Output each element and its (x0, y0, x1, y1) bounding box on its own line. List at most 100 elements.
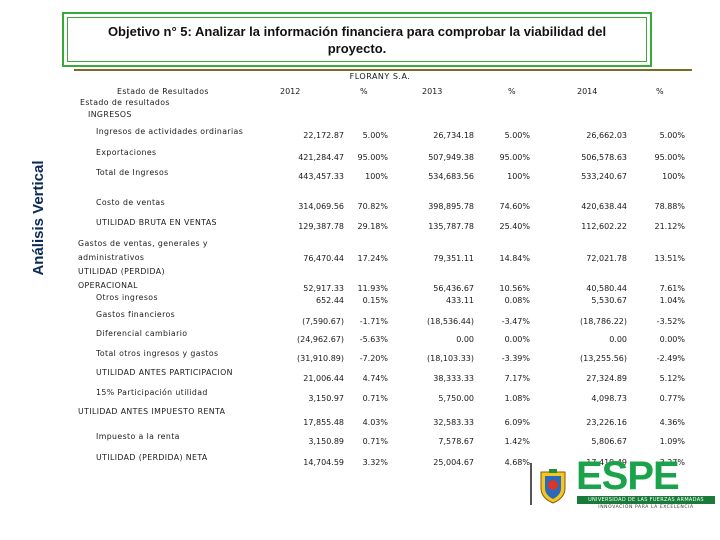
cell-p2013: 10.56% (499, 284, 530, 293)
cell-v2012: 14,704.59 (303, 458, 344, 467)
cell-v2013: 7,578.67 (438, 437, 474, 446)
cell-p2012: 5.00% (362, 131, 388, 140)
cell-v2012: (24,962.67) (297, 335, 344, 344)
cell-p2014: 21.12% (654, 222, 685, 231)
cell-p2013: 0.08% (504, 296, 530, 305)
cell-p2012: 0.15% (362, 296, 388, 305)
cell-p2013: 1.42% (504, 437, 530, 446)
cell-p2013: 6.09% (504, 418, 530, 427)
cell-v2014: 533,240.67 (581, 172, 627, 181)
cell-v2012: (31,910.89) (297, 354, 344, 363)
row-label: 15% Participación utilidad (96, 388, 208, 397)
table-top-rule (74, 69, 692, 71)
cell-p2012: -5.63% (359, 335, 388, 344)
cell-p2013: 1.08% (504, 394, 530, 403)
cell-p2014: 5.00% (659, 131, 685, 140)
cell-v2013: (18,103.33) (427, 354, 474, 363)
cell-p2013: -3.47% (501, 317, 530, 326)
cell-v2014: (13,255.56) (580, 354, 627, 363)
row-label: UTILIDAD BRUTA EN VENTAS (96, 218, 217, 227)
cell-v2012: 22,172.87 (303, 131, 344, 140)
cell-v2013: 25,004.67 (433, 458, 474, 467)
logo-divider (530, 463, 532, 505)
cell-v2013: 56,436.67 (433, 284, 474, 293)
subheader-estado-resultados: Estado de Resultados (117, 87, 209, 96)
col-header-2014: 2014 (577, 87, 598, 96)
cell-v2013: 398,895.78 (428, 202, 474, 211)
cell-v2013: 38,333.33 (433, 374, 474, 383)
cell-v2013: 26,734.18 (433, 131, 474, 140)
cell-p2014: 0.77% (659, 394, 685, 403)
page-title: Objetivo n° 5: Analizar la información f… (107, 23, 607, 56)
cell-p2012: 3.32% (362, 458, 388, 467)
cell-v2012: 3,150.97 (308, 394, 344, 403)
cell-v2012: 421,284.47 (298, 153, 344, 162)
section-ingresos: INGRESOS (88, 110, 132, 119)
row-label: UTILIDAD (PERDIDA) NETA (96, 453, 208, 462)
cell-v2013: 5,750.00 (438, 394, 474, 403)
cell-v2013: 0.00 (456, 335, 474, 344)
col-header-pct-2013: % (508, 87, 516, 96)
col-header-2012: 2012 (280, 87, 301, 96)
cell-p2013: 25.40% (499, 222, 530, 231)
cell-v2012: 52,917.33 (303, 284, 344, 293)
row-label: UTILIDAD ANTES IMPUESTO RENTA (78, 407, 226, 416)
row-label: UTILIDAD (PERDIDA) OPERACIONAL (78, 267, 165, 290)
cell-v2014: 506,578.63 (581, 153, 627, 162)
cell-v2012: 21,006.44 (303, 374, 344, 383)
cell-p2012: 29.18% (357, 222, 388, 231)
cell-p2014: 3.27% (659, 458, 685, 467)
cell-v2014: 40,580.44 (586, 284, 627, 293)
cell-v2014: 23,226.16 (586, 418, 627, 427)
row-label: Impuesto a la renta (96, 432, 180, 441)
cell-v2014: 420,638.44 (581, 202, 627, 211)
cell-v2012: 76,470.44 (303, 254, 344, 263)
cell-p2013: 0.00% (504, 335, 530, 344)
cell-p2013: 4.68% (504, 458, 530, 467)
cell-v2014: 27,324.89 (586, 374, 627, 383)
cell-p2013: 5.00% (504, 131, 530, 140)
title-frame: Objetivo n° 5: Analizar la información f… (67, 17, 647, 62)
row-label: UTILIDAD ANTES PARTICIPACION (96, 368, 233, 377)
cell-v2013: 79,351.11 (433, 254, 474, 263)
col-header-2013: 2013 (422, 87, 443, 96)
cell-p2012: 100% (365, 172, 388, 181)
cell-v2014: 26,662.03 (586, 131, 627, 140)
cell-p2014: 7.61% (659, 284, 685, 293)
cell-p2013: 95.00% (499, 153, 530, 162)
cell-p2013: 100% (507, 172, 530, 181)
cell-v2012: 17,855.48 (303, 418, 344, 427)
cell-p2012: 4.03% (362, 418, 388, 427)
cell-p2014: 13.51% (654, 254, 685, 263)
cell-p2013: 14.84% (499, 254, 530, 263)
cell-p2012: -7.20% (359, 354, 388, 363)
cell-v2014: 0.00 (609, 335, 627, 344)
cell-v2013: (18,536.44) (427, 317, 474, 326)
cell-v2014: 5,806.67 (591, 437, 627, 446)
cell-p2013: 7.17% (504, 374, 530, 383)
cell-p2014: 1.04% (659, 296, 685, 305)
cell-v2012: 3,150.89 (308, 437, 344, 446)
col-header-pct-2014: % (656, 87, 664, 96)
cell-v2013: 433.11 (446, 296, 474, 305)
logo-subtitle-1: UNIVERSIDAD DE LAS FUERZAS ARMADAS (577, 496, 715, 504)
cell-p2014: 5.12% (659, 374, 685, 383)
cell-v2014: 72,021.78 (586, 254, 627, 263)
cell-p2012: 0.71% (362, 394, 388, 403)
university-shield-icon (540, 469, 566, 504)
cell-v2014: (18,786.22) (580, 317, 627, 326)
cell-v2012: 652.44 (316, 296, 344, 305)
row-label: Costo de ventas (96, 198, 166, 207)
side-label: Análisis Vertical (30, 160, 47, 276)
cell-p2014: -2.49% (656, 354, 685, 363)
cell-p2012: 11.93% (357, 284, 388, 293)
row-label: Total otros ingresos y gastos (96, 349, 219, 358)
cell-v2014: 5,530.67 (591, 296, 627, 305)
cell-v2013: 507,949.38 (428, 153, 474, 162)
company-name: FLORANY S.A. (349, 72, 411, 81)
cell-v2012: (7,590.67) (302, 317, 344, 326)
logo-subtitle-2: INNOVACIÓN PARA LA EXCELENCIA (598, 505, 694, 510)
cell-p2012: 17.24% (357, 254, 388, 263)
cell-p2014: 1.09% (659, 437, 685, 446)
row-label: Exportaciones (96, 148, 157, 157)
